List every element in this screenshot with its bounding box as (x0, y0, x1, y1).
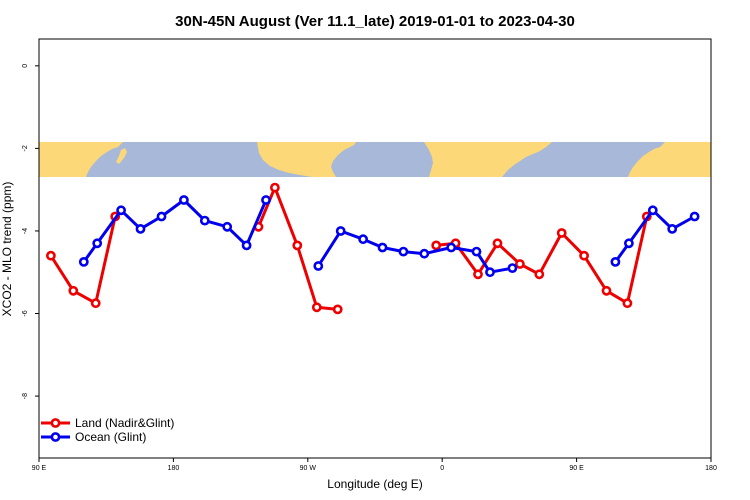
data-point (431, 240, 442, 251)
data-point (313, 261, 324, 271)
data-point (116, 205, 126, 216)
data-point (269, 182, 280, 193)
data-point (135, 223, 146, 234)
x-tick-label: 180 (168, 465, 180, 472)
data-point (156, 211, 167, 222)
data-point (241, 240, 252, 251)
data-point (92, 238, 103, 249)
series-land (46, 182, 652, 315)
data-point (419, 248, 430, 259)
plot-frame (38, 38, 712, 459)
data-point (261, 195, 271, 205)
data-point (647, 205, 658, 216)
y-tick-label: 0 (22, 64, 29, 68)
data-point (485, 267, 495, 278)
data-point (335, 226, 346, 236)
data-point (556, 228, 567, 238)
data-point (358, 234, 368, 245)
landmass-japan-repeat (648, 148, 659, 164)
data-point (446, 242, 457, 253)
data-point (332, 304, 343, 315)
series-line (614, 208, 696, 263)
landmass-asia-repeat (566, 142, 711, 177)
data-point (292, 240, 303, 251)
data-point (689, 211, 700, 222)
data-point (515, 259, 525, 269)
series-line (317, 229, 513, 274)
data-point (507, 263, 518, 273)
data-point (90, 298, 101, 309)
series-line (82, 198, 268, 263)
y-tick-label: -8 (22, 393, 29, 399)
data-point (667, 223, 678, 234)
data-point (610, 256, 621, 267)
legend-marker (50, 418, 61, 428)
legend-marker (50, 432, 61, 442)
landmass-japan (116, 148, 127, 164)
landmass-asia (39, 142, 123, 177)
x-tick-label: 90 E (569, 465, 584, 472)
y-tick-label: -2 (22, 145, 29, 151)
legend: Land (Nadir&Glint)Ocean (Glint) (41, 416, 174, 444)
data-point (492, 238, 503, 249)
data-point (471, 246, 482, 257)
data-point (199, 215, 210, 226)
data-point (46, 250, 56, 261)
world-map-strip (39, 142, 711, 177)
x-tick-label: 90 E (32, 465, 47, 472)
data-point (579, 250, 589, 261)
data-point (377, 242, 388, 253)
legend-label: Land (Nadir&Glint) (75, 416, 174, 430)
x-tick-label: 180 (705, 465, 717, 472)
x-axis-label: Longitude (deg E) (327, 477, 422, 491)
legend-label: Ocean (Glint) (75, 430, 146, 444)
y-tick-label: -4 (22, 228, 29, 234)
landmass-europe-africa (424, 142, 552, 177)
data-point (473, 269, 483, 280)
data-point (534, 269, 545, 280)
series-line (49, 216, 117, 305)
data-point (222, 221, 233, 232)
x-tick-label: 0 (440, 465, 444, 472)
x-tick-label: 90 W (300, 465, 317, 472)
data-point (68, 285, 79, 296)
chart-title: 30N-45N August (Ver 11.1_late) 2019-01-0… (175, 13, 575, 30)
y-tick-label: -6 (22, 310, 29, 316)
data-point (78, 256, 89, 267)
series-ocean (78, 195, 700, 278)
y-axis-label: XCO2 - MLO trend (ppm) (0, 182, 14, 317)
data-point (398, 246, 409, 257)
data-point (624, 238, 634, 249)
data-point (311, 302, 322, 313)
data-point (601, 285, 612, 296)
landmass-north-america (257, 142, 356, 177)
data-point (622, 298, 633, 309)
data-point (178, 195, 189, 205)
